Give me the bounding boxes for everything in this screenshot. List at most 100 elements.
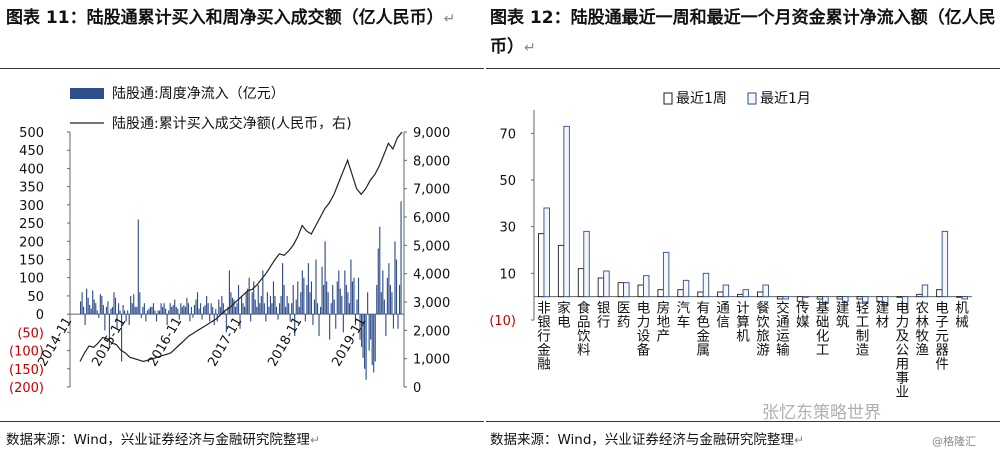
- category-label: 医药: [617, 301, 631, 331]
- weekly-net-inflow-bar: [137, 219, 139, 315]
- weekly-net-inflow-bar: [117, 303, 120, 315]
- left-y-tick-label: (150): [9, 363, 44, 378]
- weekly-net-inflow-bar: [254, 299, 256, 315]
- weekly-net-inflow-bar: [376, 285, 378, 315]
- weekly-net-inflow-bar: [278, 303, 281, 315]
- weekly-net-inflow-bar: [345, 285, 347, 315]
- weekly-net-inflow-bar: [230, 292, 232, 315]
- weekly-net-inflow-bar: [177, 308, 179, 315]
- weekly-net-inflow-bar: [330, 303, 332, 315]
- weekly-net-inflow-bar: [316, 303, 319, 315]
- weekly-net-inflow-bar: [275, 306, 278, 315]
- weekly-net-inflow-bar: [125, 314, 127, 322]
- weekly-net-inflow-bar: [350, 259, 352, 315]
- month-bar: [822, 296, 829, 305]
- weekly-net-inflow-bar: [124, 310, 126, 315]
- weekly-net-inflow-bar: [282, 263, 284, 315]
- month-bar: [762, 284, 769, 298]
- weekly-net-inflow-bar: [274, 295, 276, 315]
- weekly-net-inflow-bar: [108, 314, 110, 347]
- weekly-net-inflow-bar: [315, 259, 317, 315]
- weekly-net-inflow-bar: [183, 305, 185, 315]
- weekly-net-inflow-bar: [169, 303, 171, 315]
- weekly-net-inflow-bar: [98, 314, 100, 318]
- return-mark: ↵: [793, 433, 804, 447]
- weekly-net-inflow-bar: [354, 314, 357, 326]
- right-y-tick-label: 7,000: [413, 183, 450, 198]
- left-y-tick-label: (50): [17, 326, 44, 341]
- weekly-net-inflow-bar: [370, 314, 372, 340]
- weekly-net-inflow-bar: [193, 305, 196, 315]
- weekly-net-inflow-bar: [142, 306, 144, 315]
- weekly-net-inflow-bar: [239, 314, 241, 329]
- weekly-net-inflow-bar: [83, 306, 85, 315]
- right-y-tick-label: 4,000: [413, 268, 450, 283]
- weekly-net-inflow-bar: [285, 306, 287, 315]
- weekly-net-inflow-bar: [269, 295, 271, 315]
- weekly-net-inflow-bar: [209, 314, 211, 322]
- watermark-source: @格隆汇: [932, 435, 976, 448]
- weekly-net-inflow-bar: [143, 303, 145, 315]
- month-bar: [543, 207, 550, 298]
- week-bar: [717, 291, 724, 298]
- weekly-net-inflow-bar: [259, 303, 261, 315]
- week-bar: [896, 296, 903, 298]
- left-y-tick-label: 400: [19, 162, 44, 177]
- weekly-net-inflow-bar: [297, 281, 299, 315]
- weekly-net-inflow-bar: [342, 314, 344, 333]
- month-bar: [802, 296, 809, 298]
- category-label: 电子元器件: [935, 301, 949, 373]
- left-source-text: 数据来源：Wind，兴业证券经济与金融研究院整理: [6, 432, 310, 448]
- weekly-net-inflow-bar: [392, 314, 395, 329]
- weekly-net-inflow-bar: [388, 263, 390, 315]
- weekly-net-inflow-bar: [397, 314, 399, 329]
- left-y-tick-label: 50: [27, 290, 44, 305]
- weekly-net-inflow-bar: [110, 308, 112, 315]
- weekly-net-inflow-bar: [158, 310, 161, 315]
- weekly-net-inflow-bar: [300, 292, 302, 315]
- weekly-net-inflow-bar: [295, 299, 297, 315]
- weekly-net-inflow-bar: [133, 294, 135, 315]
- weekly-net-inflow-bar: [80, 301, 82, 315]
- weekly-net-inflow-bar: [218, 299, 220, 315]
- month-bar: [782, 296, 789, 300]
- weekly-net-inflow-bar: [263, 303, 265, 315]
- weekly-net-inflow-bar: [212, 306, 214, 315]
- weekly-net-inflow-bar: [339, 288, 341, 315]
- weekly-net-inflow-bar: [210, 303, 212, 315]
- weekly-net-inflow-bar: [327, 292, 329, 315]
- weekly-net-inflow-bar: [171, 306, 173, 315]
- weekly-net-inflow-bar: [168, 310, 170, 315]
- left-y-tick-label: 150: [19, 254, 44, 269]
- left-chart: 500450400350300250200150100500(50)(100)(…: [9, 86, 450, 396]
- weekly-net-inflow-bar: [312, 314, 314, 326]
- weekly-net-inflow-bar: [357, 277, 360, 315]
- weekly-net-inflow-bar: [292, 285, 294, 315]
- weekly-net-inflow-bar: [228, 270, 230, 315]
- weekly-net-inflow-bar: [127, 310, 129, 315]
- weekly-net-inflow-bar: [277, 314, 279, 320]
- legend-line-label: 陆股通:累计买入成交净额(人民币，右): [112, 115, 352, 132]
- bottom-divider-right: [486, 421, 1000, 422]
- category-label: 汽车: [677, 301, 691, 331]
- weekly-net-inflow-bar: [187, 303, 189, 315]
- weekly-net-inflow-bar: [266, 292, 268, 315]
- weekly-net-inflow-bar: [86, 288, 88, 315]
- weekly-net-inflow-bar: [233, 299, 235, 315]
- weekly-net-inflow-bar: [221, 295, 223, 315]
- legend-week-swatch: [663, 92, 673, 105]
- category-label: 房地产: [657, 301, 671, 345]
- right-source: 数据来源：Wind，兴业证券经济与金融研究院整理↵: [490, 428, 804, 448]
- weekly-net-inflow-bar: [272, 281, 275, 315]
- weekly-net-inflow-bar: [324, 241, 326, 315]
- weekly-net-inflow-bar: [146, 310, 148, 315]
- category-label: 电力设备: [637, 301, 651, 359]
- weekly-net-inflow-bar: [353, 277, 355, 315]
- weekly-net-inflow-bar: [386, 277, 388, 315]
- weekly-net-inflow-bar: [155, 314, 158, 322]
- month-bar: [662, 251, 670, 298]
- week-bar: [538, 233, 545, 298]
- weekly-net-inflow-bar: [201, 314, 203, 320]
- category-label: 基础化工: [816, 300, 830, 359]
- weekly-net-inflow-bar: [89, 305, 91, 315]
